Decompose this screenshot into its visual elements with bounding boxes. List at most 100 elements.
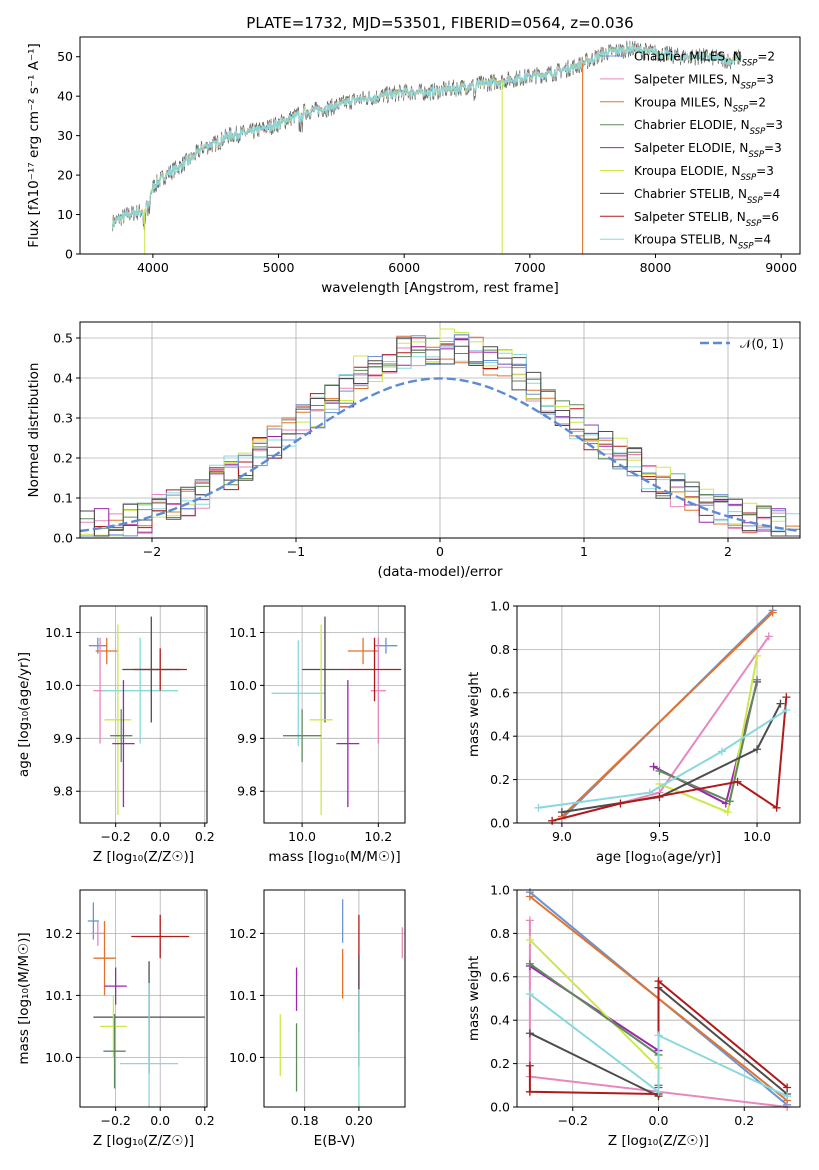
- y-tick-label: 0.3: [53, 411, 73, 426]
- x-axis-label: E(B-V): [314, 1133, 356, 1149]
- errorbar-point: [283, 709, 322, 763]
- weight-marker: [525, 959, 534, 968]
- x-tick-label: 9000: [765, 260, 797, 275]
- y-tick-label: 0.2: [490, 772, 510, 787]
- errorbar-point: [104, 624, 132, 816]
- histogram-step: [80, 337, 800, 537]
- weight-marker: [753, 651, 762, 660]
- x-tick-label: 10.2: [364, 829, 392, 844]
- weight-line: [561, 611, 774, 818]
- x-tick-label: 0: [436, 544, 444, 559]
- errorbars: [88, 616, 187, 816]
- weight-lines: [525, 888, 792, 1111]
- errorbar-point: [347, 637, 379, 665]
- weight-line: [529, 993, 788, 1098]
- weight-line: [538, 709, 787, 809]
- errorbar-point: [131, 914, 190, 959]
- x-axis-label: Z [log₁₀(Z/Z☉)]: [608, 1133, 709, 1149]
- histogram-step: [80, 334, 800, 537]
- errorbars: [271, 616, 402, 816]
- mass-vs-Z-chart: −0.2 0.0 0.2 10.0 10.1 10.2 Z [log₁₀(Z/Z☉)] mas…: [16, 889, 215, 1149]
- errorbar-point: [91, 921, 105, 946]
- histograms: [80, 328, 800, 537]
- y-tick-label: 10.1: [229, 625, 257, 640]
- y-tick-label: 1.0: [490, 599, 510, 614]
- weight-line: [659, 655, 759, 814]
- errorbar-point: [104, 967, 127, 1005]
- y-tick-label: 10.1: [45, 625, 73, 640]
- x-tick-label: 0.2: [734, 1113, 754, 1128]
- x-tick-label: −0.2: [558, 1113, 588, 1128]
- weight-marker: [525, 1029, 534, 1038]
- y-tick-label: 0.0: [490, 816, 510, 831]
- weight-marker: [717, 747, 726, 756]
- weight-line: [561, 635, 770, 820]
- weight-line: [551, 697, 788, 822]
- weight-marker: [525, 990, 534, 999]
- spectrum-chart: 4000 5000 6000 7000 8000 9000 0 10 20 30 40 50 wavel…: [26, 36, 801, 296]
- legend-entry: Chabrier STELIB, NSSP=4: [634, 187, 780, 206]
- spectrum-line: [112, 44, 742, 228]
- x-tick-label: −1: [287, 544, 305, 559]
- weight-marker: [525, 892, 534, 901]
- legend-entry: Salpeter ELODIE, NSSP=3: [634, 141, 782, 160]
- weight-line: [659, 679, 759, 803]
- weight-marker: [725, 797, 734, 806]
- gaussian-curve: [80, 377, 800, 533]
- y-tick-label: 10.2: [229, 926, 257, 941]
- errorbar-point: [370, 637, 386, 744]
- x-tick-label: 0.0: [649, 1113, 669, 1128]
- y-axis-label: mass [log₁₀(M/M☉)]: [16, 932, 32, 1064]
- weight-marker: [654, 1087, 663, 1096]
- x-tick-label: −0.2: [100, 1113, 130, 1128]
- errorbars: [279, 899, 403, 1107]
- errorbar-point: [120, 983, 179, 1107]
- age-vs-mass-chart: 10.0 10.2 9.8 9.9 10.0 10.1 mass [log₁₀(M/M☉)]: [229, 605, 406, 865]
- x-tick-label: 6000: [388, 260, 420, 275]
- x-tick-label: 7000: [514, 260, 546, 275]
- spectrum-line: [112, 40, 742, 232]
- y-tick-label: 9.9: [237, 731, 257, 746]
- axes-frame: [263, 605, 406, 824]
- weight-marker: [733, 777, 742, 786]
- errorbar-point: [112, 680, 135, 808]
- y-tick-label: 10: [57, 207, 73, 222]
- y-axis-label: mass weight: [466, 672, 482, 757]
- errorbar-point: [100, 995, 127, 1058]
- x-tick-label: 5000: [263, 260, 295, 275]
- y-tick-label: 10.1: [229, 988, 257, 1003]
- y-tick-label: 1.0: [490, 883, 510, 898]
- weight-marker: [753, 745, 762, 754]
- y-tick-label: 0.8: [490, 642, 510, 657]
- axes-frame: [79, 889, 208, 1108]
- errorbar-point: [93, 921, 116, 996]
- x-axis-label: mass [log₁₀(M/M☉)]: [268, 849, 400, 865]
- y-tick-label: 10.0: [45, 678, 73, 693]
- axes-frame: [516, 605, 801, 824]
- weight-marker: [645, 788, 654, 797]
- y-tick-label: 0.4: [53, 371, 73, 386]
- errorbar-point: [103, 1014, 126, 1089]
- y-tick-label: 10.0: [45, 1050, 73, 1065]
- x-tick-label: 2: [724, 544, 732, 559]
- x-axis-label: wavelength [Angstrom, rest frame]: [321, 280, 559, 296]
- weight-marker: [649, 762, 658, 771]
- legend-entry: Salpeter STELIB, NSSP=6: [634, 210, 779, 229]
- y-axis-label: mass weight: [466, 956, 482, 1041]
- x-tick-label: 1: [580, 544, 588, 559]
- y-tick-label: 9.8: [53, 784, 73, 799]
- y-axis-label: Normed distribution: [26, 363, 42, 498]
- weight-marker: [764, 632, 773, 641]
- legend-entry: 𝒩(0, 1): [740, 337, 784, 351]
- weight-marker: [548, 816, 557, 825]
- y-tick-label: 0.4: [490, 1013, 510, 1028]
- weight-marker: [525, 916, 534, 925]
- x-axis-label: age [log₁₀(age/yr)]: [596, 849, 721, 865]
- weight-marker: [654, 977, 663, 986]
- weight-marker: [616, 799, 625, 808]
- weight-marker: [557, 808, 566, 817]
- axes-frame: [79, 605, 208, 824]
- y-tick-label: 10.2: [45, 926, 73, 941]
- errorbar-point: [110, 709, 133, 763]
